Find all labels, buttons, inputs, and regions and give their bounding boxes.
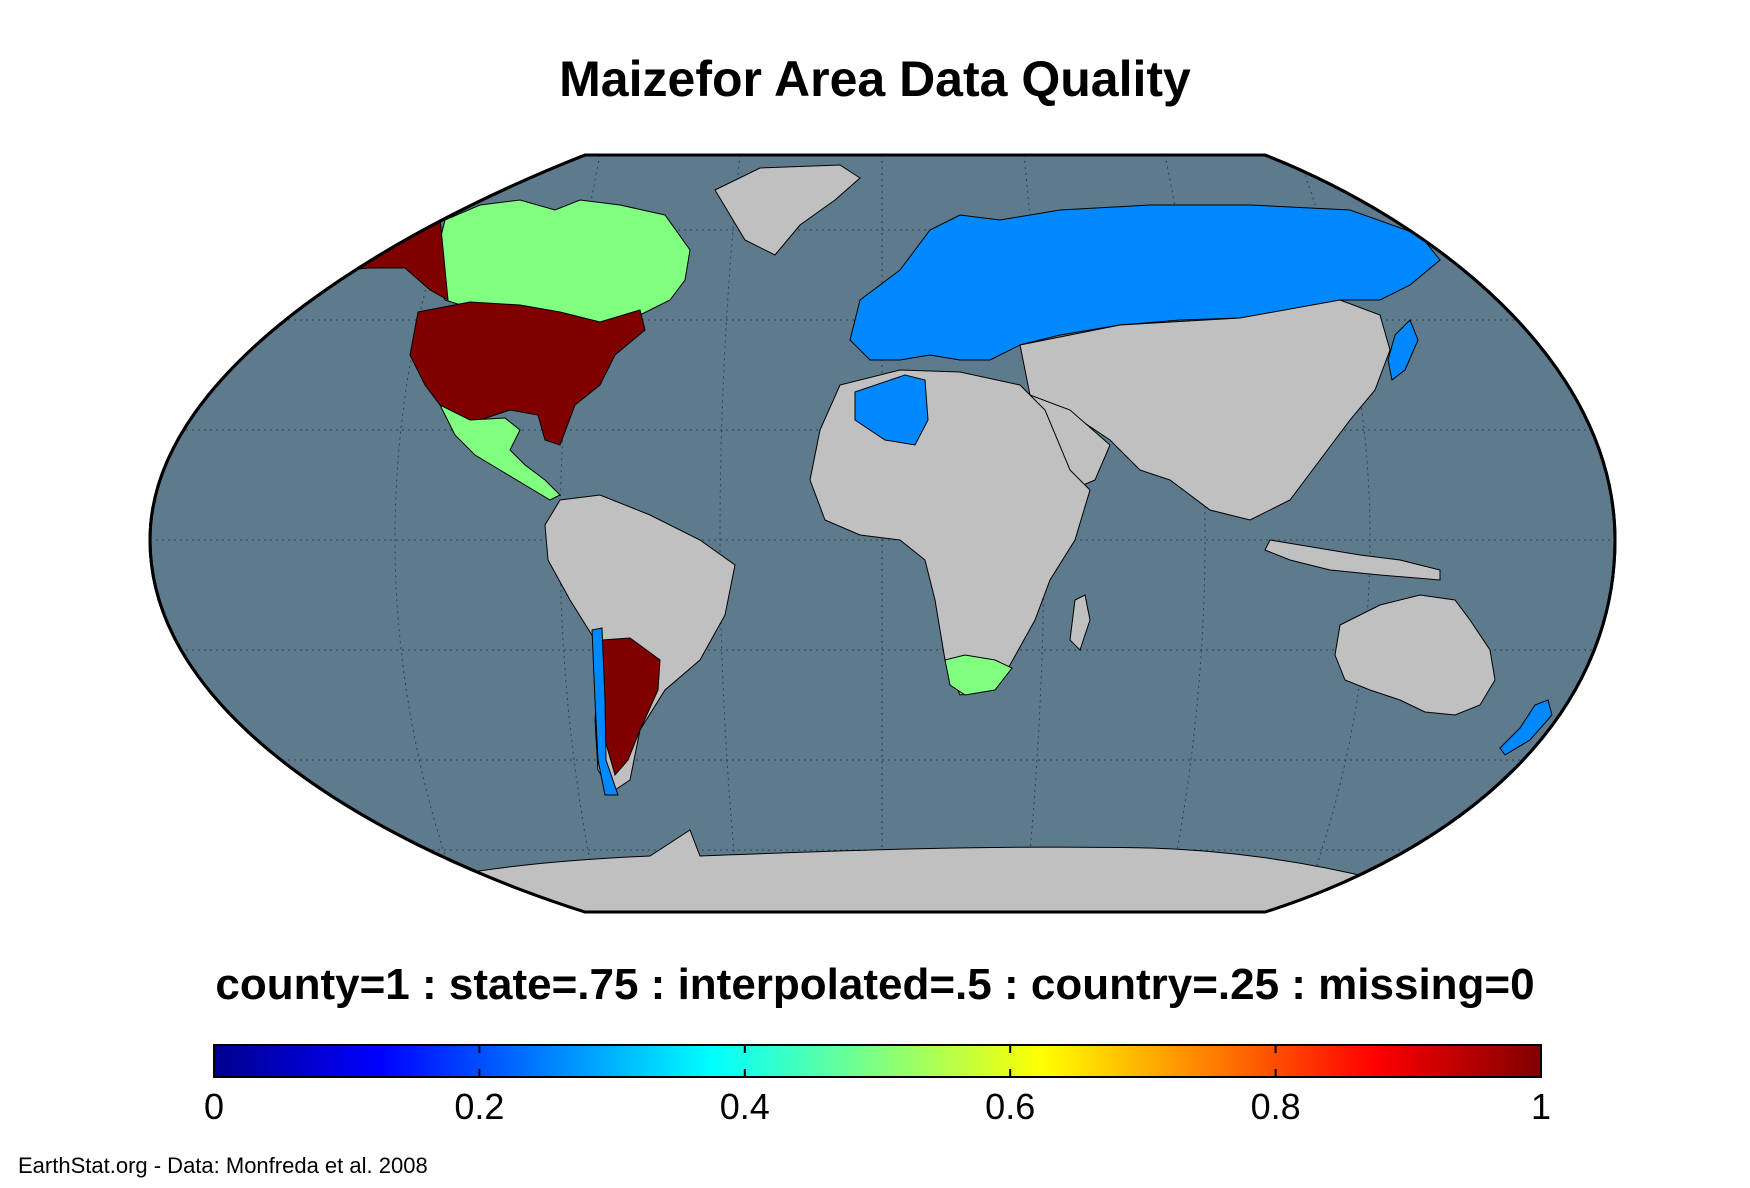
land-greenland: [714, 164, 861, 256]
land-australia: [1334, 594, 1496, 716]
globe-outline: [148, 153, 1617, 914]
land-mexico: [438, 403, 561, 501]
data-quality-key: county=1 : state=.75 : interpolated=.5 :…: [215, 960, 1535, 1009]
colorbar-tick-label: 0.8: [1251, 1086, 1301, 1127]
colorbar-ticks: 0 0.2 0.4 0.6 0.8 1: [204, 1045, 1551, 1127]
land-indonesia: [1264, 539, 1441, 581]
land-south-america: [544, 494, 736, 793]
colorbar-gradient: [213, 1044, 1542, 1078]
colorbar-tick-label: 0: [204, 1086, 224, 1127]
land-algeria: [854, 374, 929, 446]
credit-line: EarthStat.org - Data: Monfreda et al. 20…: [18, 1153, 428, 1178]
land-europe-russia: [849, 204, 1441, 361]
land-antarctica: [379, 829, 1381, 912]
colorbar-tick-label: 1: [1531, 1086, 1551, 1127]
land-japan: [1387, 319, 1419, 381]
colorbar-tick-label: 0.4: [720, 1086, 770, 1127]
map-title: Maizefor Area Data Quality: [559, 51, 1191, 107]
colorbar-tick-label: 0.6: [985, 1086, 1035, 1127]
land-new-zealand: [1499, 699, 1553, 756]
colorbar-tick-label: 0.2: [454, 1086, 504, 1127]
land-madagascar: [1069, 594, 1091, 651]
land-south-africa: [944, 654, 1013, 696]
land-chile: [591, 627, 619, 796]
